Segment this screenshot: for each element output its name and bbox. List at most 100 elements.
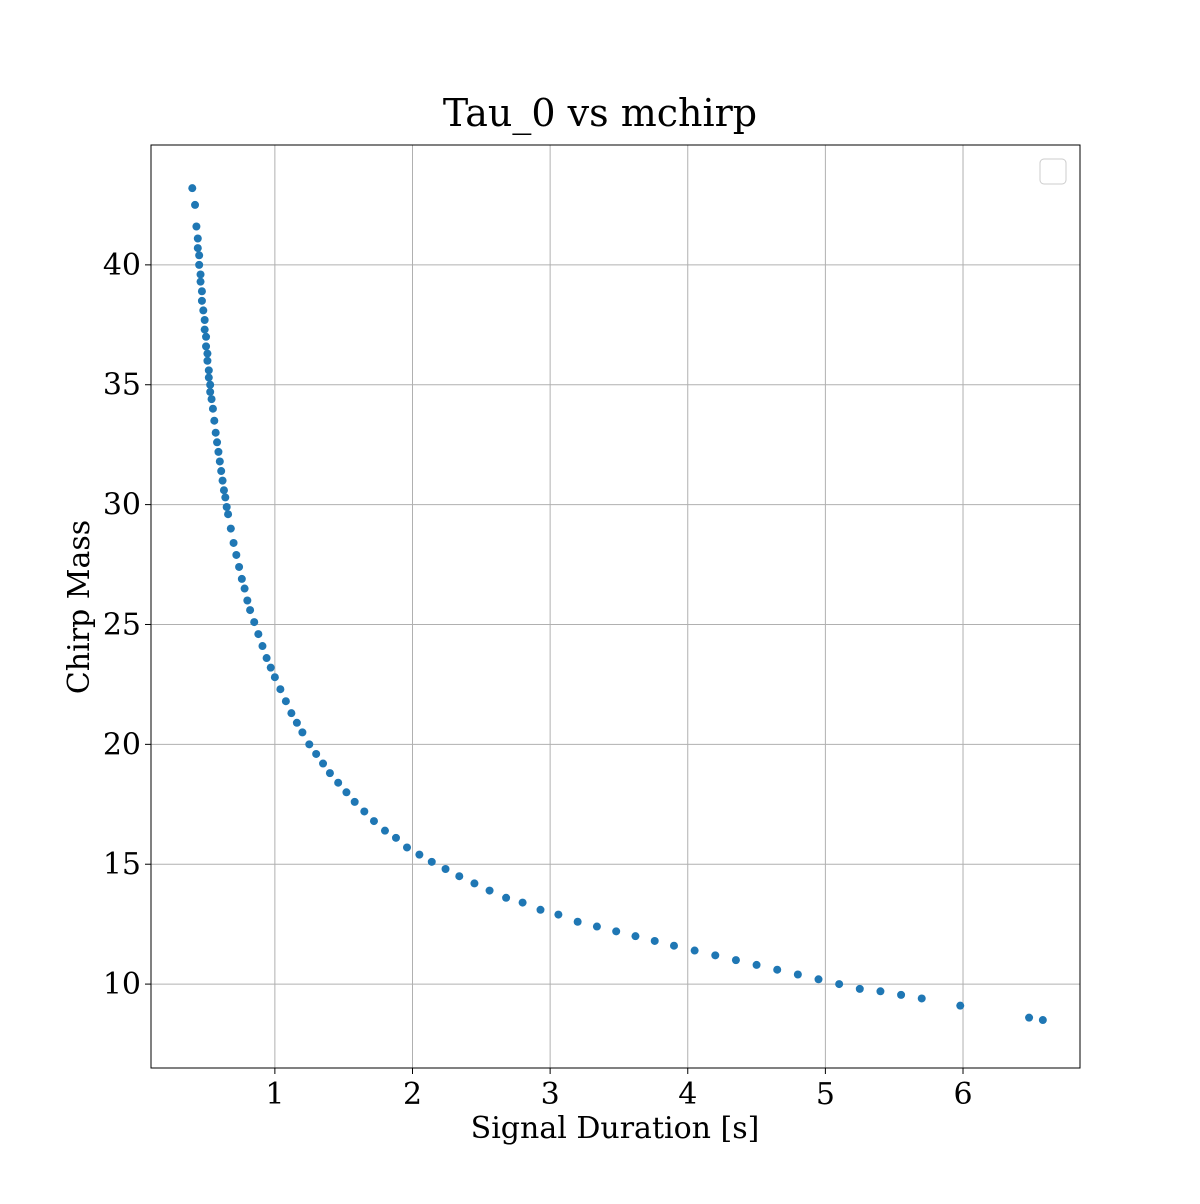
x-tick-label: 5 [816, 1077, 835, 1112]
data-point [229, 538, 238, 547]
x-tick-label: 2 [403, 1077, 422, 1112]
y-axis-label: Chirp Mass [62, 520, 97, 694]
data-point [485, 886, 494, 895]
data-point [217, 467, 226, 476]
data-point [502, 893, 511, 902]
data-point [455, 872, 464, 881]
data-point [210, 416, 219, 425]
data-point [650, 936, 659, 945]
data-point [207, 395, 216, 404]
x-tick-label: 1 [265, 1077, 284, 1112]
data-point [232, 550, 241, 559]
axis-ticks: 1 2 3 4 5 6 10 15 20 25 30 35 40 [103, 248, 973, 1112]
data-point [855, 984, 864, 993]
data-point [1038, 1016, 1047, 1025]
data-point [243, 596, 252, 605]
data-point [195, 251, 204, 260]
data-point [305, 740, 314, 749]
data-point [369, 817, 378, 826]
data-point [793, 970, 802, 979]
y-tick-label: 10 [103, 967, 141, 1002]
data-point [204, 373, 213, 382]
data-point [213, 438, 222, 447]
data-point [200, 316, 209, 325]
data-point [554, 910, 563, 919]
data-point [196, 270, 205, 279]
data-point [224, 510, 233, 519]
data-point [319, 759, 328, 768]
data-point [196, 277, 205, 286]
data-point [214, 447, 223, 456]
data-point [711, 951, 720, 960]
data-point [254, 630, 263, 639]
data-point [226, 524, 235, 533]
data-point [195, 260, 204, 269]
data-point [1025, 1013, 1034, 1022]
legend-box [1039, 158, 1067, 185]
data-point [835, 980, 844, 989]
data-point [192, 222, 201, 231]
data-point [342, 788, 351, 797]
data-point [206, 380, 215, 389]
data-point [897, 990, 906, 999]
data-point [202, 332, 211, 341]
data-point [752, 960, 761, 969]
data-point [612, 927, 621, 936]
data-point [203, 349, 212, 358]
data-point [246, 606, 255, 615]
y-tick-label: 15 [103, 847, 141, 882]
data-point [814, 975, 823, 984]
data-point [197, 287, 206, 296]
data-point [773, 965, 782, 974]
plot-frame [150, 144, 1081, 1069]
data-point [262, 654, 271, 663]
data-point [221, 493, 230, 502]
data-point [193, 234, 202, 243]
data-point [281, 697, 290, 706]
data-point [258, 642, 267, 651]
data-point [276, 685, 285, 694]
data-point [270, 673, 279, 682]
x-axis-label: Signal Duration [s] [471, 1111, 760, 1146]
data-point [287, 709, 296, 718]
data-point [208, 404, 217, 413]
x-tick-label: 4 [678, 1077, 697, 1112]
data-point [204, 366, 213, 375]
data-point [219, 486, 228, 495]
data-point [235, 562, 244, 571]
data-point [876, 987, 885, 996]
data-point [631, 932, 640, 941]
data-point [325, 769, 334, 778]
data-point [218, 476, 227, 485]
y-tick-label: 30 [103, 488, 141, 523]
data-point [592, 922, 601, 931]
data-point [690, 946, 699, 955]
data-point [200, 325, 209, 334]
data-points [188, 184, 1047, 1025]
data-point [573, 917, 582, 926]
data-point [956, 1001, 965, 1010]
y-tick-label: 20 [103, 727, 141, 762]
data-point [250, 618, 259, 627]
y-tick-label: 25 [103, 607, 141, 642]
data-point [191, 200, 200, 209]
data-point [206, 387, 215, 396]
y-tick-label: 35 [103, 368, 141, 403]
data-point [402, 843, 411, 852]
data-point [237, 574, 246, 583]
y-tick-label: 40 [103, 248, 141, 283]
data-point [669, 941, 678, 950]
data-point [917, 994, 926, 1003]
data-point [350, 797, 359, 806]
chart-title: Tau_0 vs mchirp [443, 91, 757, 136]
x-tick-label: 3 [541, 1077, 560, 1112]
data-point [380, 826, 389, 835]
data-point [193, 244, 202, 253]
data-point [441, 865, 450, 874]
data-point [203, 356, 212, 365]
data-point [222, 503, 231, 512]
data-point [197, 296, 206, 305]
data-point [240, 584, 249, 593]
data-point [334, 778, 343, 787]
